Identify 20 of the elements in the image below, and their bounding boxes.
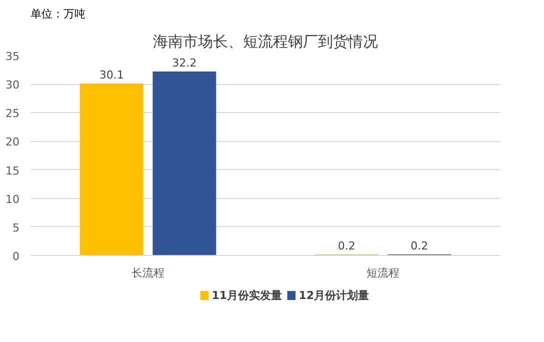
bar <box>80 84 144 256</box>
y-tick-label: 30 <box>6 78 20 92</box>
legend-label: 12月份计划量 <box>298 289 370 302</box>
data-label: 32.2 <box>172 56 197 70</box>
data-label: 30.1 <box>99 68 124 82</box>
y-tick-label: 35 <box>6 50 20 63</box>
x-tick-label: 短流程 <box>366 266 400 280</box>
y-tick-label: 20 <box>6 136 20 149</box>
chart-title: 海南市场长、短流程钢厂到货情况 <box>153 32 378 50</box>
bar <box>152 72 216 256</box>
y-tick-label: 0 <box>12 250 20 263</box>
y-tick-label: 10 <box>6 192 20 206</box>
legend-label: 11月份实发量 <box>212 289 282 302</box>
data-label: 0.2 <box>338 239 356 252</box>
y-tick-label: 5 <box>12 221 20 234</box>
y-tick-label: 25 <box>6 107 20 120</box>
y-axis-title: 单位：万吨 <box>30 8 86 20</box>
y-tick-label: 15 <box>6 164 20 178</box>
data-label: 0.2 <box>410 239 428 252</box>
x-tick-label: 长流程 <box>132 266 164 280</box>
